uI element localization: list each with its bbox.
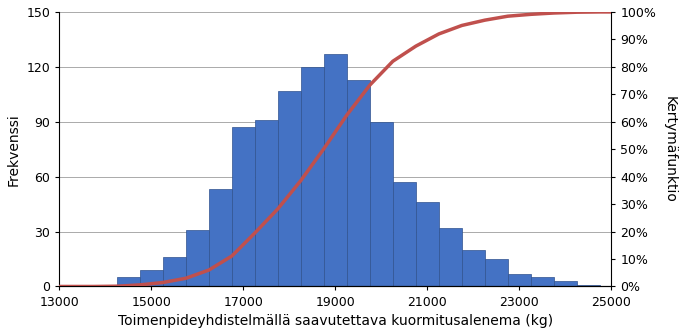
Bar (301, 67, 324, 286)
Bar (416, 202, 439, 286)
X-axis label: Toimenpideyhdistelmällä saavutettava kuormitusalenema (kg): Toimenpideyhdistelmällä saavutettava kuo… (118, 314, 553, 328)
Bar (255, 120, 278, 286)
Bar (163, 257, 186, 286)
Bar (508, 274, 531, 286)
Bar (393, 182, 416, 286)
Y-axis label: Kertymäfunktio: Kertymäfunktio (663, 96, 677, 203)
Bar (209, 190, 232, 286)
Bar (232, 127, 255, 286)
Bar (370, 122, 393, 286)
Bar (462, 250, 485, 286)
Bar (324, 54, 347, 286)
Bar (94, 285, 117, 286)
Bar (554, 281, 577, 286)
Bar (577, 285, 600, 286)
Bar (278, 91, 301, 286)
Bar (485, 259, 508, 286)
Bar (140, 270, 163, 286)
Bar (186, 230, 209, 286)
Bar (347, 80, 370, 286)
Bar (117, 277, 140, 286)
Bar (439, 228, 462, 286)
Y-axis label: Frekvenssi: Frekvenssi (7, 113, 21, 186)
Bar (531, 277, 554, 286)
